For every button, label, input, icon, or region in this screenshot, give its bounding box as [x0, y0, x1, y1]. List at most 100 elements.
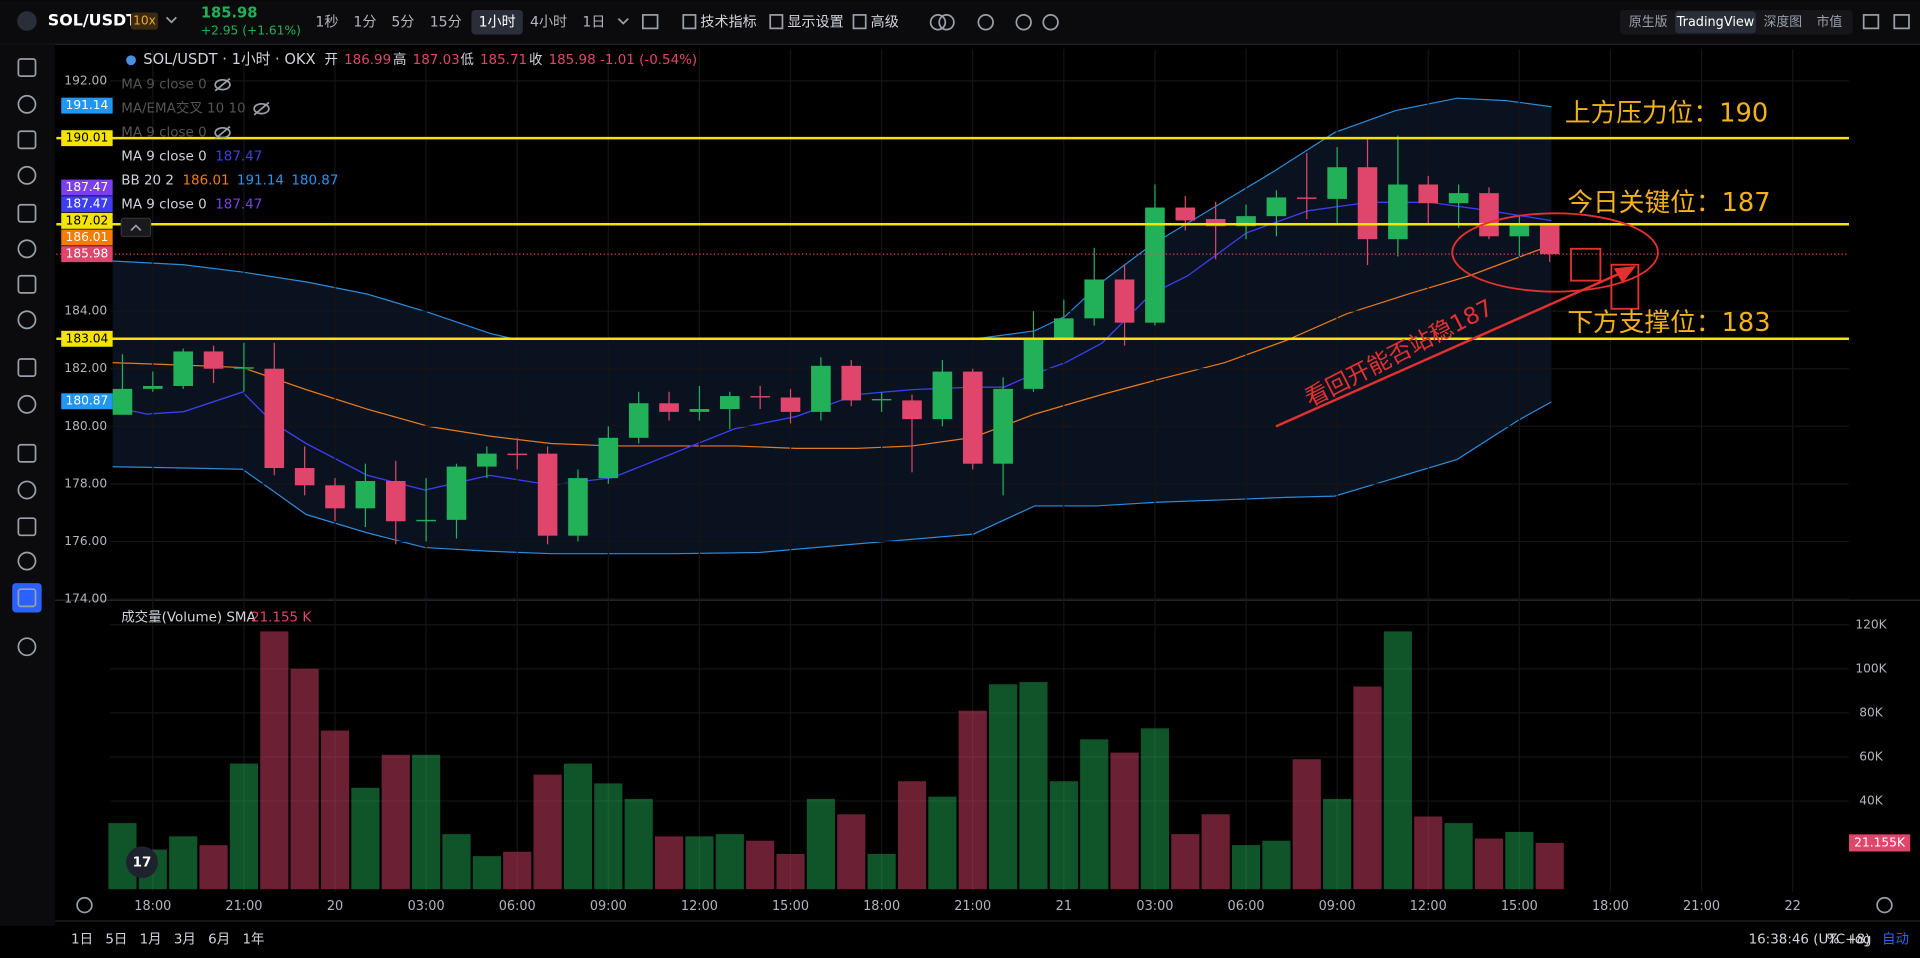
candle-body — [325, 485, 345, 509]
candle-body — [1296, 197, 1317, 199]
window-icon[interactable] — [1862, 14, 1880, 30]
hidden-eye-icon[interactable] — [253, 102, 270, 115]
candle-body — [1205, 219, 1226, 227]
volume-bar — [1231, 845, 1261, 890]
range-button[interactable]: 1年 — [242, 931, 264, 947]
tool-active[interactable] — [12, 583, 42, 613]
indicator-name[interactable]: MA 9 close 0 — [121, 126, 206, 141]
candle-body — [1539, 225, 1560, 255]
scale-option[interactable]: log — [1851, 932, 1872, 947]
candle-body — [1448, 193, 1469, 204]
drawing-tool[interactable] — [17, 130, 37, 150]
collapse-icon — [130, 224, 142, 232]
drawing-tool[interactable] — [17, 480, 37, 500]
indicator-name[interactable]: MA/EMA交叉 10 10 — [121, 100, 245, 117]
drawing-tool[interactable] — [17, 443, 37, 463]
interval[interactable]: 1分 — [353, 14, 376, 30]
drawing-tool[interactable] — [17, 94, 37, 114]
drawing-tool[interactable] — [17, 274, 37, 294]
hidden-eye-slash — [214, 77, 231, 92]
candle-body — [598, 437, 619, 479]
price-tick-label: 182.00 — [64, 361, 107, 375]
symbol[interactable]: SOL/USDT — [48, 11, 137, 30]
menu-icon[interactable] — [17, 11, 37, 31]
collapse-button[interactable] — [120, 217, 152, 238]
volume-bar — [1080, 739, 1109, 890]
timezone-icon[interactable] — [76, 896, 93, 914]
auto-icon[interactable] — [1876, 896, 1893, 914]
view[interactable]: TradingView — [1676, 15, 1755, 30]
range-button[interactable]: 5日 — [105, 932, 127, 947]
drawing-tool[interactable] — [17, 588, 37, 608]
toolbar-icon[interactable] — [929, 14, 947, 31]
interval-dropdown[interactable] — [617, 17, 629, 25]
drawing-tool[interactable] — [17, 551, 37, 571]
range-button[interactable]: 1月 — [140, 932, 162, 947]
toolbar-icon[interactable] — [938, 14, 955, 31]
tool[interactable]: 技术指标 — [700, 14, 756, 30]
drawing-tool[interactable] — [17, 517, 37, 537]
drawing-tool[interactable] — [17, 358, 37, 378]
drawing-tool[interactable] — [17, 310, 37, 330]
view[interactable]: 原生版 — [1629, 15, 1668, 30]
toolbar-icon[interactable] — [977, 14, 994, 31]
drawing-tool[interactable] — [17, 58, 37, 78]
hidden-eye-icon[interactable] — [214, 126, 231, 139]
time-label: 20 — [327, 899, 343, 914]
interval[interactable]: 1小时 — [479, 14, 516, 30]
interval[interactable]: 5分 — [391, 14, 414, 30]
tradingview-logo[interactable] — [126, 846, 158, 879]
view[interactable]: 市值 — [1817, 14, 1843, 30]
time-label: 09:00 — [590, 899, 627, 914]
candle-body — [112, 388, 133, 415]
range-button[interactable]: 3月 — [174, 932, 196, 947]
hidden-eye-icon[interactable] — [214, 78, 231, 91]
candle-body — [1327, 167, 1347, 199]
volume-last-bg — [1848, 834, 1911, 852]
time-label: 03:00 — [1136, 899, 1173, 914]
time-label: 21:00 — [225, 899, 262, 914]
time-label: 21:00 — [1683, 899, 1720, 914]
interval[interactable]: 4小时 — [530, 14, 567, 30]
indicator-name[interactable]: MA 9 close 0 — [121, 150, 206, 165]
interval[interactable]: 1日 — [582, 14, 605, 30]
range-button[interactable]: 1日 — [71, 932, 93, 947]
range-button[interactable]: 6月 — [208, 932, 230, 947]
drawing-tool[interactable] — [17, 203, 37, 223]
ohlc-label: 收 — [529, 52, 542, 68]
interval[interactable]: 15分 — [430, 14, 462, 30]
time-label: 21:00 — [954, 899, 991, 914]
candle-body — [173, 351, 193, 386]
volume-bar — [624, 798, 653, 890]
symbol-dropdown[interactable] — [165, 16, 177, 24]
tool[interactable]: 显示设置 — [787, 14, 843, 30]
view[interactable]: 深度图 — [1764, 14, 1803, 30]
toolbar-icon[interactable] — [1015, 14, 1032, 31]
volume-bar — [1505, 831, 1534, 890]
drawing-tool[interactable] — [17, 239, 37, 259]
volume-bar — [503, 851, 532, 890]
scale-option[interactable]: 自动 — [1882, 931, 1909, 947]
tool[interactable]: 高级 — [871, 13, 899, 30]
drawing-tool[interactable] — [17, 165, 37, 185]
indicator-name[interactable]: BB 20 2 — [121, 174, 174, 189]
drawing-tool[interactable] — [17, 394, 37, 414]
scale-option[interactable]: % — [1827, 932, 1840, 947]
volume-tick-label: 120K — [1855, 617, 1887, 631]
volume-bar — [260, 631, 289, 890]
bar-style-icon[interactable] — [642, 14, 659, 30]
time-label: 03:00 — [408, 899, 445, 914]
toolbar-icon[interactable] — [1042, 14, 1059, 31]
price-label: 186.01 — [66, 230, 109, 244]
indicator-name[interactable]: MA 9 close 0 — [121, 78, 206, 93]
candle-body — [1175, 207, 1196, 221]
volume-bar — [867, 853, 896, 890]
ohlc-value: 185.71 — [480, 53, 527, 68]
interval[interactable]: 1秒 — [315, 14, 338, 30]
time-label: 15:00 — [1501, 899, 1538, 914]
indicator-name[interactable]: MA 9 close 0 — [121, 198, 206, 213]
volume-bar — [1140, 728, 1170, 890]
drawing-tool[interactable] — [17, 637, 37, 657]
window-icon[interactable] — [1893, 14, 1910, 30]
